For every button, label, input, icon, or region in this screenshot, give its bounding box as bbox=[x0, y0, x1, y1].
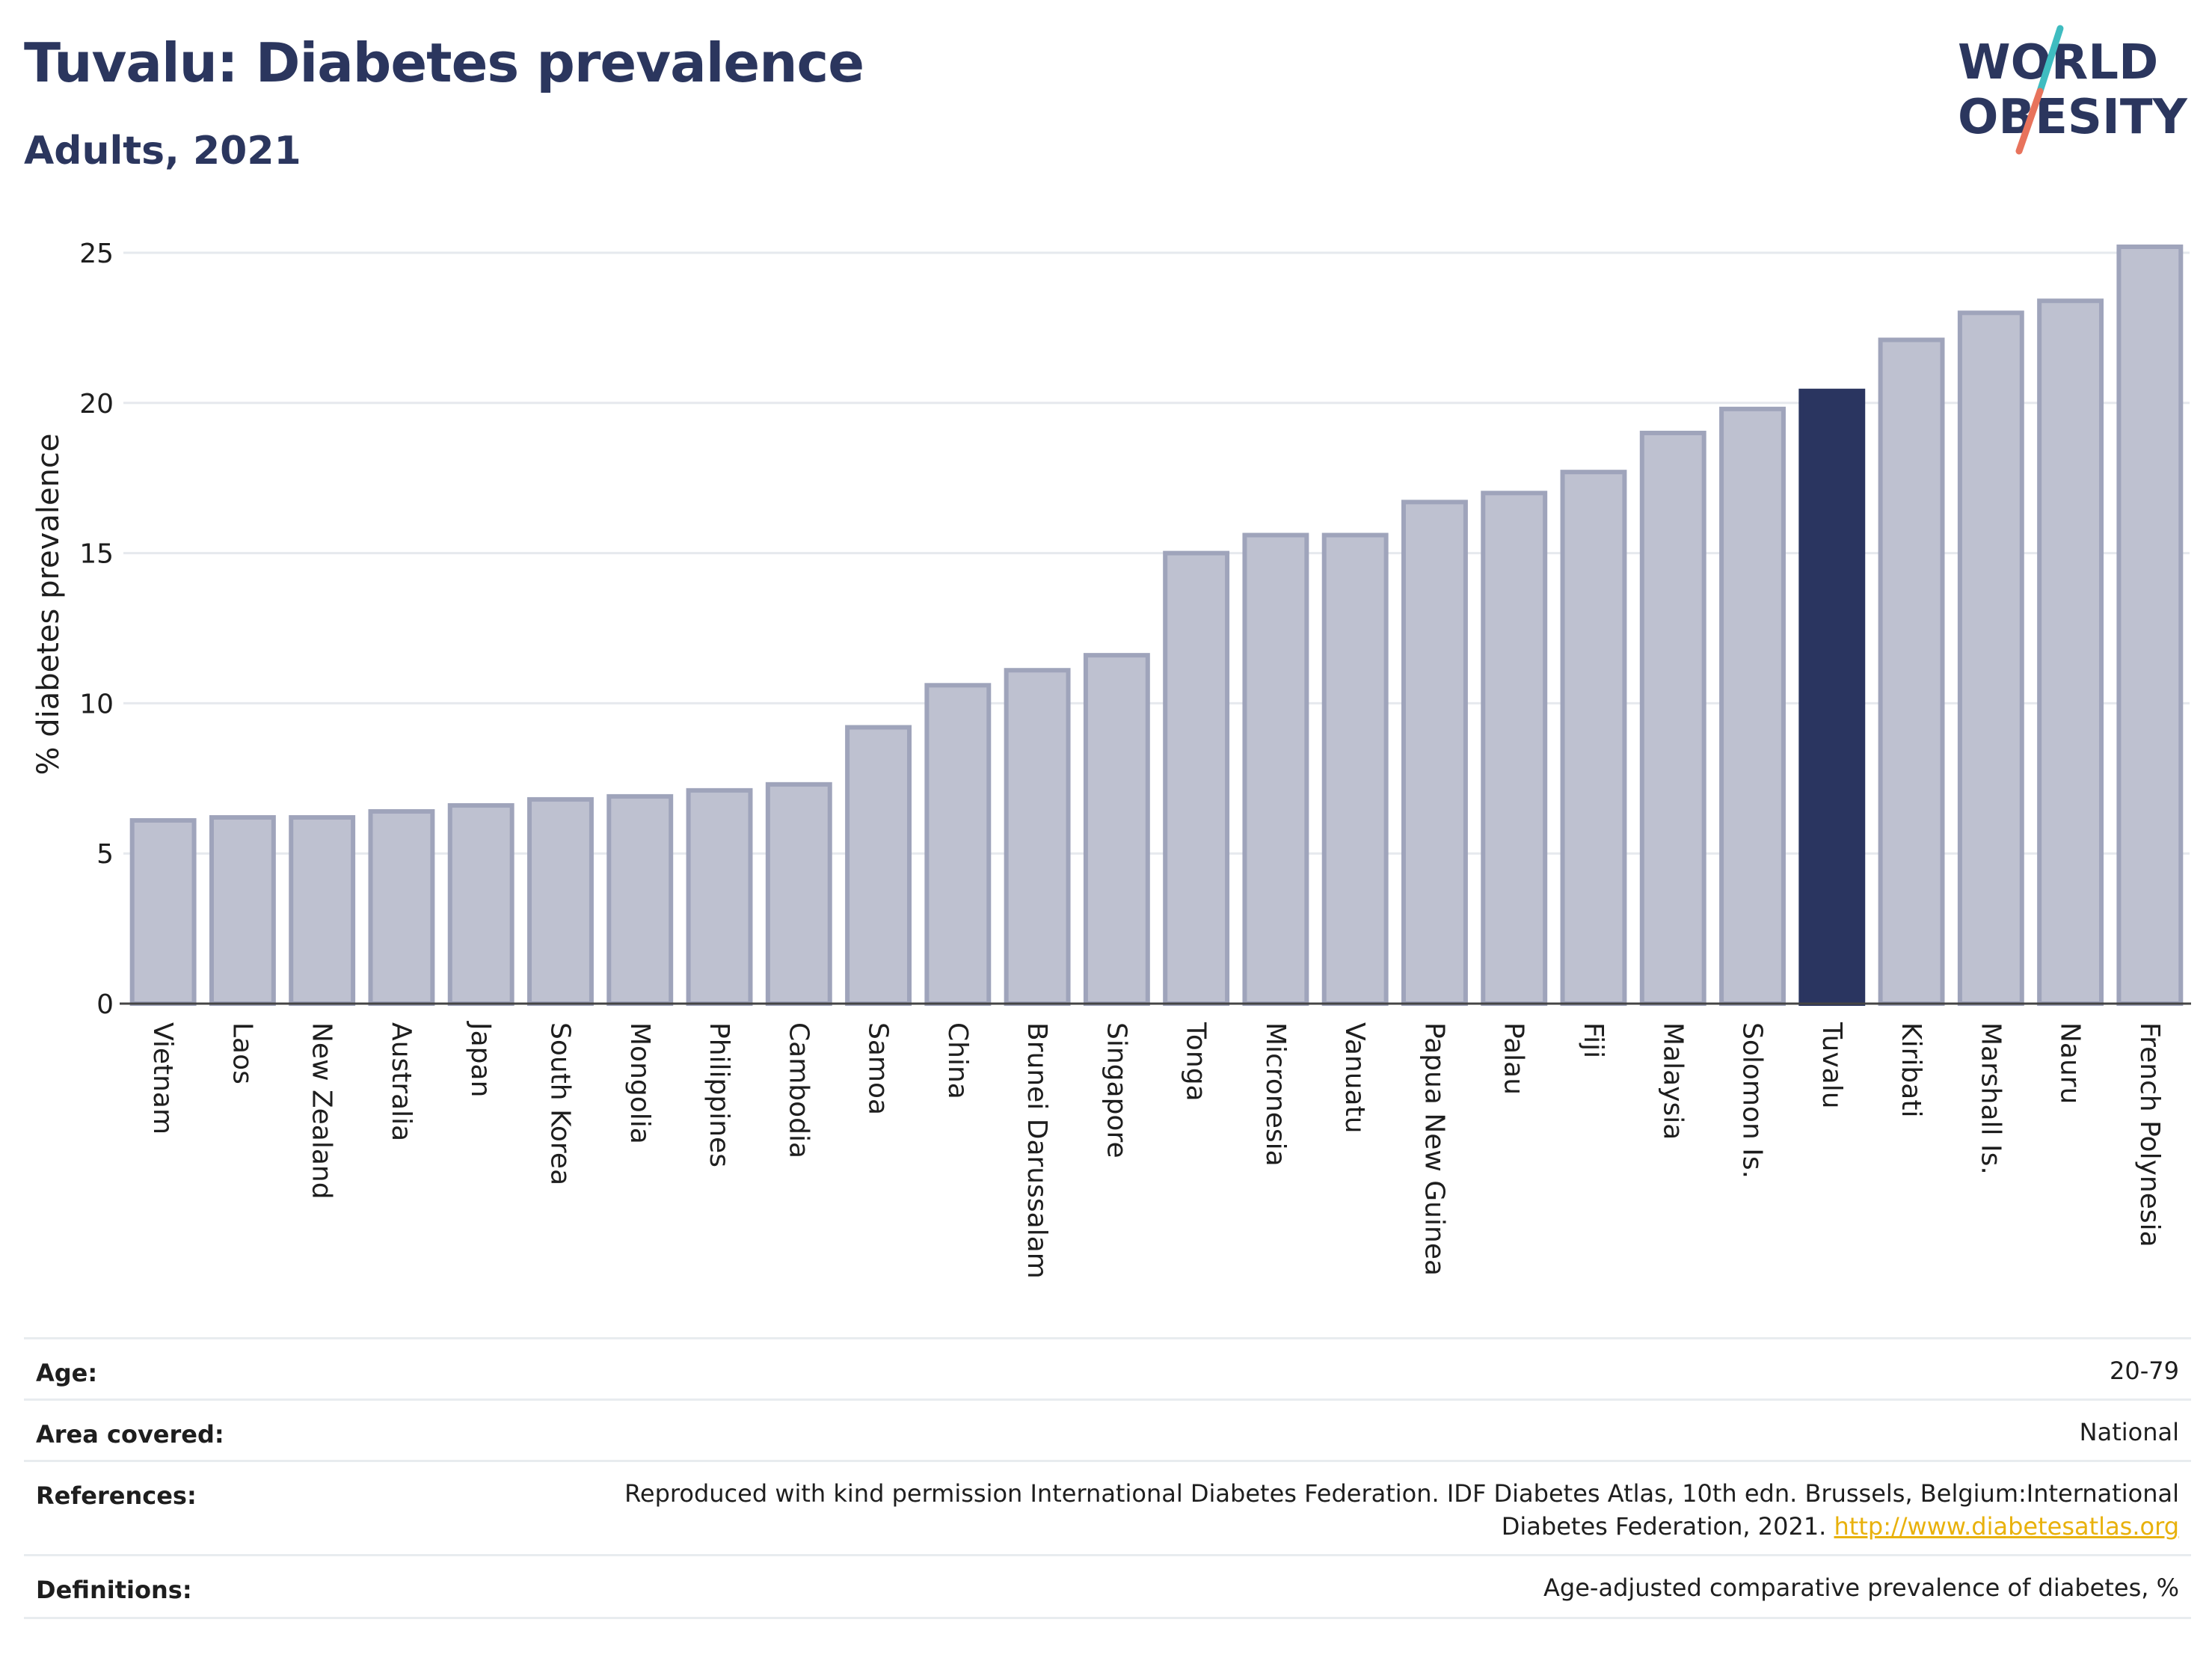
bar-samoa bbox=[845, 725, 912, 1006]
meta-label-references: References: bbox=[36, 1481, 197, 1510]
y-tick-label: 10 bbox=[79, 689, 114, 719]
references-link[interactable]: http://www.diabetesatlas.org bbox=[1834, 1512, 2179, 1541]
bar-laos bbox=[209, 815, 276, 1007]
x-tick-label: Tonga bbox=[1181, 1022, 1211, 1102]
bar-mongolia bbox=[606, 793, 674, 1006]
bar-kiribati bbox=[1878, 337, 1945, 1006]
bar-solomon-is bbox=[1719, 406, 1786, 1006]
bar-australia bbox=[368, 808, 435, 1006]
x-tick-label: Marshall Is. bbox=[1975, 1022, 2006, 1175]
bar-nauru bbox=[2037, 298, 2104, 1007]
x-tick-label: Philippines bbox=[704, 1022, 734, 1167]
world-obesity-logo: WORLD OBESITY bbox=[1958, 25, 2187, 155]
logo-slash-coral-icon bbox=[2015, 87, 2044, 155]
x-tick-label: Vanuatu bbox=[1339, 1022, 1370, 1134]
x-tick-label: Singapore bbox=[1101, 1022, 1131, 1158]
references-line-1: Reproduced with kind permission Internat… bbox=[624, 1479, 2179, 1508]
y-tick-label: 15 bbox=[79, 539, 114, 570]
meta-value-area: National bbox=[2079, 1418, 2179, 1446]
bar-south-korea bbox=[527, 796, 594, 1006]
bar-malaysia bbox=[1639, 430, 1706, 1006]
bar-papua-new-guinea bbox=[1401, 500, 1468, 1006]
x-tick-label: Tuvalu bbox=[1816, 1022, 1847, 1109]
bar-palau bbox=[1481, 491, 1548, 1006]
x-tick-label: Papua New Guinea bbox=[1419, 1022, 1449, 1276]
bar-new-zealand bbox=[289, 815, 356, 1007]
x-tick-label: Samoa bbox=[863, 1022, 894, 1115]
bar-vanuatu bbox=[1321, 532, 1389, 1006]
x-tick-label: Mongolia bbox=[624, 1022, 655, 1144]
bar-philippines bbox=[686, 787, 753, 1006]
bar-japan bbox=[447, 802, 514, 1006]
x-tick-label: Brunei Darussalam bbox=[1021, 1022, 1052, 1279]
x-tick-label: Kiribati bbox=[1896, 1022, 1926, 1117]
meta-label-age: Age: bbox=[36, 1359, 98, 1387]
bar-tuvalu bbox=[1798, 388, 1866, 1006]
bar-fiji bbox=[1560, 470, 1627, 1006]
y-tick-label: 20 bbox=[79, 389, 114, 420]
x-tick-label: Palau bbox=[1499, 1022, 1529, 1095]
bar-french-polynesia bbox=[2116, 244, 2184, 1006]
meta-row-definitions: Definitions: Age-adjusted comparative pr… bbox=[24, 1554, 2191, 1619]
bar-brunei-darussalam bbox=[1004, 668, 1071, 1006]
y-tick-label: 25 bbox=[79, 239, 114, 269]
page-title: Tuvalu: Diabetes prevalence bbox=[24, 31, 864, 94]
meta-value-age: 20-79 bbox=[2110, 1357, 2179, 1385]
meta-row-references: References: Reproduced with kind permiss… bbox=[24, 1460, 2191, 1556]
x-tick-label: Australia bbox=[386, 1022, 417, 1141]
meta-row-age: Age: 20-79 bbox=[24, 1337, 2191, 1401]
meta-value-definitions: Age-adjusted comparative prevalence of d… bbox=[1543, 1573, 2179, 1602]
bar-singapore bbox=[1083, 653, 1150, 1006]
x-tick-label: China bbox=[942, 1022, 973, 1099]
y-tick-label: 5 bbox=[96, 839, 114, 870]
x-tick-label: French Polynesia bbox=[2134, 1022, 2165, 1247]
x-tick-label: Laos bbox=[227, 1022, 257, 1084]
bar-vietnam bbox=[129, 818, 197, 1007]
y-axis-ticks: 0 5 10 15 20 25 bbox=[79, 239, 114, 1020]
x-tick-label: Fiji bbox=[1578, 1022, 1609, 1058]
x-tick-label: New Zealand bbox=[307, 1022, 337, 1200]
x-tick-label: Cambodia bbox=[783, 1022, 814, 1158]
x-tick-label: Japan bbox=[465, 1021, 496, 1097]
logo-slash-teal-icon bbox=[2036, 25, 2064, 95]
bar-cambodia bbox=[765, 782, 832, 1007]
meta-row-bottom-border bbox=[24, 1617, 2191, 1619]
meta-label-definitions: Definitions: bbox=[36, 1576, 192, 1604]
y-tick-label: 0 bbox=[96, 989, 114, 1020]
bar-marshall-is bbox=[1957, 310, 2024, 1006]
x-axis-labels: Vietnam Laos New Zealand Australia Japan Sout… bbox=[147, 1021, 2165, 1279]
bar-micronesia bbox=[1242, 532, 1309, 1006]
y-axis-title: % diabetes prevalence bbox=[31, 433, 66, 775]
bar-chart: 0 5 10 15 20 25 Vietnam Laos New Zealand Austral… bbox=[31, 239, 2191, 1279]
x-tick-label: Micronesia bbox=[1260, 1022, 1291, 1167]
references-line-2-text: Diabetes Federation, 2021. bbox=[1501, 1512, 1827, 1541]
x-tick-label: Vietnam bbox=[147, 1022, 178, 1134]
bars bbox=[129, 244, 2184, 1007]
page-subtitle: Adults, 2021 bbox=[24, 129, 301, 174]
logo-line-obesity: OBESITY bbox=[1958, 90, 2187, 145]
x-tick-label: Nauru bbox=[2055, 1022, 2086, 1104]
references-line-2: Diabetes Federation, 2021. http://www.di… bbox=[624, 1510, 2179, 1543]
meta-label-area: Area covered: bbox=[36, 1420, 224, 1449]
x-tick-label: South Korea bbox=[544, 1022, 575, 1185]
meta-row-area: Area covered: National bbox=[24, 1398, 2191, 1462]
bar-china bbox=[924, 683, 992, 1007]
meta-value-references: Reproduced with kind permission Internat… bbox=[624, 1477, 2179, 1543]
bar-tonga bbox=[1163, 550, 1230, 1006]
x-tick-label: Solomon Is. bbox=[1737, 1022, 1768, 1179]
x-tick-label: Malaysia bbox=[1657, 1022, 1688, 1140]
